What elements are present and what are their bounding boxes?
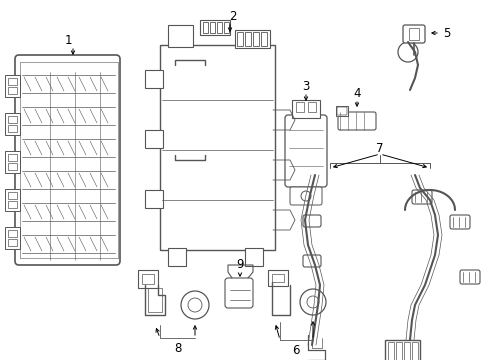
Circle shape xyxy=(307,296,319,308)
Bar xyxy=(5,227,20,249)
Bar xyxy=(8,239,17,246)
FancyBboxPatch shape xyxy=(450,215,470,229)
Circle shape xyxy=(188,298,202,312)
Bar xyxy=(168,25,193,47)
FancyBboxPatch shape xyxy=(290,187,322,205)
Bar xyxy=(200,20,230,35)
Bar xyxy=(8,125,17,132)
Text: 3: 3 xyxy=(302,80,310,93)
Bar xyxy=(245,248,263,266)
Bar xyxy=(145,190,163,208)
FancyBboxPatch shape xyxy=(403,25,425,43)
FancyBboxPatch shape xyxy=(338,112,376,130)
Bar xyxy=(217,22,222,33)
Bar xyxy=(8,87,17,94)
Text: 8: 8 xyxy=(174,342,182,355)
Circle shape xyxy=(181,291,209,319)
FancyBboxPatch shape xyxy=(285,115,327,187)
Bar xyxy=(308,102,316,112)
FancyBboxPatch shape xyxy=(460,270,480,284)
Text: 9: 9 xyxy=(236,258,244,271)
Circle shape xyxy=(300,289,326,315)
Bar xyxy=(8,230,17,237)
Bar xyxy=(409,28,419,40)
Text: 7: 7 xyxy=(376,141,384,154)
FancyBboxPatch shape xyxy=(15,55,120,265)
Bar xyxy=(168,248,186,266)
Bar xyxy=(8,201,17,208)
Bar xyxy=(235,30,270,48)
Text: 1: 1 xyxy=(64,33,72,46)
Bar xyxy=(272,274,284,282)
Text: 6: 6 xyxy=(292,343,300,356)
Circle shape xyxy=(398,42,418,62)
Bar xyxy=(145,130,163,148)
Bar xyxy=(8,116,17,123)
Bar xyxy=(5,75,20,97)
FancyBboxPatch shape xyxy=(412,190,432,204)
Bar xyxy=(237,32,243,46)
Bar xyxy=(8,78,17,85)
Bar xyxy=(138,270,158,288)
Bar xyxy=(142,274,154,284)
Bar xyxy=(5,189,20,211)
Text: 5: 5 xyxy=(443,27,451,40)
Bar xyxy=(224,22,229,33)
Bar xyxy=(245,32,251,46)
Bar xyxy=(210,22,215,33)
Bar xyxy=(385,340,420,360)
Bar xyxy=(8,192,17,199)
Bar xyxy=(160,45,275,250)
FancyBboxPatch shape xyxy=(225,278,253,308)
Bar xyxy=(268,270,288,286)
Bar xyxy=(261,32,267,46)
Bar xyxy=(296,102,304,112)
Bar xyxy=(336,106,348,116)
FancyBboxPatch shape xyxy=(303,255,321,267)
Bar xyxy=(412,342,418,360)
Bar xyxy=(404,342,410,360)
Bar xyxy=(145,70,163,88)
Text: 4: 4 xyxy=(353,86,361,99)
FancyBboxPatch shape xyxy=(337,107,347,115)
Bar xyxy=(203,22,208,33)
Bar xyxy=(5,113,20,135)
Bar xyxy=(292,100,320,118)
Circle shape xyxy=(301,191,311,201)
FancyBboxPatch shape xyxy=(303,215,321,227)
Text: 2: 2 xyxy=(229,9,237,23)
Bar xyxy=(253,32,259,46)
Bar xyxy=(8,163,17,170)
Bar xyxy=(388,342,394,360)
Bar xyxy=(396,342,402,360)
Bar xyxy=(8,154,17,161)
Bar xyxy=(5,151,20,173)
